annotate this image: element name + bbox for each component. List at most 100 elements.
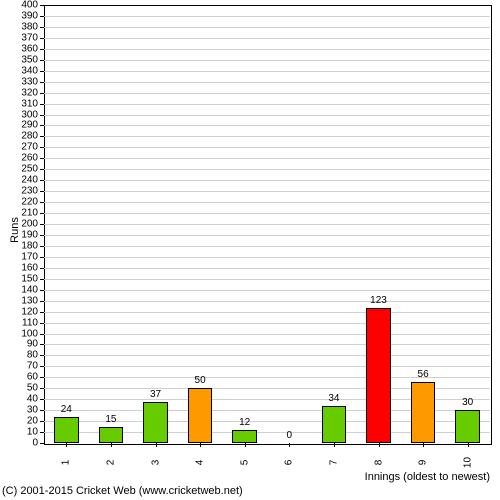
y-tick-label: 140 (0, 284, 38, 295)
grid-line (44, 257, 490, 258)
grid-line (44, 158, 490, 159)
grid-line (44, 246, 490, 247)
y-tick-label: 20 (0, 416, 38, 427)
y-tick-mark (40, 257, 44, 258)
y-tick-label: 50 (0, 383, 38, 394)
y-tick-mark (40, 432, 44, 433)
bar-value-label: 24 (61, 404, 72, 415)
x-tick-label: 4 (195, 460, 206, 466)
y-tick-label: 340 (0, 65, 38, 76)
x-tick-label: 3 (150, 460, 161, 466)
y-tick-mark (40, 399, 44, 400)
y-tick-mark (40, 290, 44, 291)
y-tick-label: 130 (0, 295, 38, 306)
y-tick-mark (40, 147, 44, 148)
y-tick-label: 60 (0, 372, 38, 383)
grid-line (44, 115, 490, 116)
x-tick-mark (245, 443, 246, 447)
y-tick-label: 150 (0, 273, 38, 284)
bar-value-label: 123 (370, 295, 387, 306)
y-tick-mark (40, 82, 44, 83)
grid-line (44, 323, 490, 324)
y-tick-mark (40, 224, 44, 225)
bar-value-label: 12 (239, 417, 250, 428)
bar (232, 430, 257, 443)
grid-line (44, 334, 490, 335)
grid-line (44, 82, 490, 83)
y-tick-label: 250 (0, 164, 38, 175)
grid-line (44, 147, 490, 148)
grid-line (44, 136, 490, 137)
y-tick-label: 230 (0, 186, 38, 197)
y-tick-mark (40, 279, 44, 280)
x-tick-label: 1 (61, 460, 72, 466)
x-tick-label: 10 (462, 457, 473, 468)
grid-line (44, 344, 490, 345)
y-tick-mark (40, 180, 44, 181)
grid-line (44, 213, 490, 214)
y-tick-mark (40, 115, 44, 116)
y-tick-mark (40, 125, 44, 126)
grid-line (44, 202, 490, 203)
grid-line (44, 71, 490, 72)
y-tick-mark (40, 301, 44, 302)
grid-line (44, 355, 490, 356)
y-tick-mark (40, 49, 44, 50)
y-tick-label: 110 (0, 317, 38, 328)
grid-line (44, 38, 490, 39)
y-tick-mark (40, 235, 44, 236)
grid-line (44, 93, 490, 94)
bar-value-label: 30 (462, 397, 473, 408)
x-tick-mark (156, 443, 157, 447)
bar (366, 308, 391, 443)
y-tick-label: 90 (0, 339, 38, 350)
x-tick-mark (423, 443, 424, 447)
bar-value-label: 56 (418, 369, 429, 380)
grid-line (44, 49, 490, 50)
y-tick-label: 100 (0, 328, 38, 339)
y-tick-mark (40, 421, 44, 422)
x-tick-mark (111, 443, 112, 447)
grid-line (44, 290, 490, 291)
y-tick-mark (40, 388, 44, 389)
y-tick-label: 400 (0, 0, 38, 11)
x-tick-mark (379, 443, 380, 447)
y-tick-mark (40, 366, 44, 367)
bar (188, 388, 213, 443)
y-tick-label: 280 (0, 131, 38, 142)
copyright-text: (C) 2001-2015 Cricket Web (www.cricketwe… (2, 485, 243, 497)
grid-line (44, 169, 490, 170)
y-tick-label: 70 (0, 361, 38, 372)
x-tick-mark (334, 443, 335, 447)
x-tick-label: 5 (239, 460, 250, 466)
y-tick-mark (40, 27, 44, 28)
grid-line (44, 191, 490, 192)
grid-line (44, 180, 490, 181)
y-tick-mark (40, 377, 44, 378)
y-tick-label: 260 (0, 153, 38, 164)
grid-line (44, 224, 490, 225)
y-tick-mark (40, 136, 44, 137)
y-tick-mark (40, 334, 44, 335)
bar-value-label: 0 (287, 430, 293, 441)
y-tick-label: 390 (0, 10, 38, 21)
bar (322, 406, 347, 443)
y-tick-mark (40, 268, 44, 269)
y-tick-mark (40, 213, 44, 214)
y-tick-label: 240 (0, 175, 38, 186)
grid-line (44, 279, 490, 280)
y-tick-label: 310 (0, 98, 38, 109)
y-tick-mark (40, 344, 44, 345)
x-tick-label: 9 (418, 460, 429, 466)
y-axis-label: Runs (9, 217, 21, 243)
x-tick-mark (468, 443, 469, 447)
y-tick-mark (40, 312, 44, 313)
x-tick-label: 8 (373, 460, 384, 466)
y-tick-label: 30 (0, 405, 38, 416)
grid-line (44, 235, 490, 236)
chart-container: 0102030405060708090100110120130140150160… (0, 0, 500, 500)
grid-line (44, 27, 490, 28)
x-tick-mark (200, 443, 201, 447)
y-tick-label: 170 (0, 251, 38, 262)
grid-line (44, 301, 490, 302)
